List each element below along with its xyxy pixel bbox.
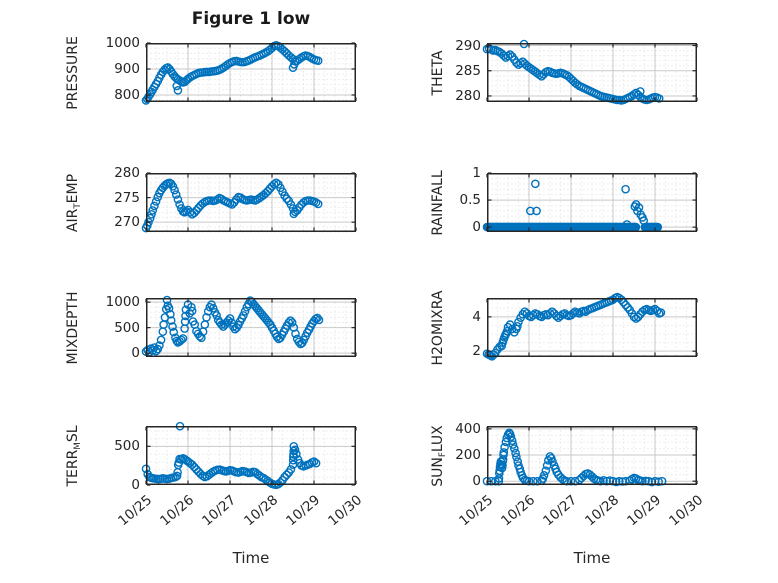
tick-marks: [145, 42, 357, 101]
plot-area-rainfall: [482, 172, 698, 232]
x-tick-label: 10/30: [325, 492, 366, 530]
axes-frame: [487, 43, 697, 102]
plot-area-sunflux: [482, 426, 698, 487]
data-markers: [482, 39, 664, 105]
plot-area-theta: [482, 39, 698, 105]
tick-marks: [486, 44, 698, 101]
y-tick-label: 0: [131, 477, 140, 493]
axes-frame: [146, 298, 356, 357]
data-markers: [141, 178, 323, 233]
y-tick-label: 500: [114, 319, 140, 336]
y-tick-label: 285: [455, 62, 481, 79]
x-tick-label: 10/25: [115, 492, 156, 530]
y-tick-label: 280: [455, 87, 481, 104]
x-tick-label: 10/29: [283, 492, 324, 530]
x-tick-label: 10/27: [199, 492, 240, 530]
plot-area-h2omixra: [482, 292, 698, 361]
subplot-airtemp: AIRTEMP 270 275 280: [65, 166, 357, 233]
plot-area-mixdepth: [141, 295, 357, 357]
y-tick-label: 800: [114, 86, 140, 103]
figure-title: Figure 1 low: [191, 9, 311, 29]
y-tick-label: 500: [114, 438, 140, 455]
x-axis-label: Time: [232, 549, 270, 567]
x-axis-label: Time: [573, 549, 611, 567]
data-markers: [141, 295, 324, 357]
y-tick-label: 1000: [105, 294, 140, 311]
plot-area-airtemp: [141, 172, 357, 233]
y-tick-label: 4: [472, 308, 481, 325]
major-grid: [487, 298, 697, 357]
y-tick-label: 275: [114, 189, 140, 206]
y-tick-label: 1: [472, 165, 481, 181]
plot-area-terrmsl: [141, 421, 357, 490]
minor-grid: [487, 173, 697, 232]
x-tick-label: 10/27: [540, 492, 581, 530]
axes-frame: [487, 173, 697, 232]
tick-marks: [486, 427, 698, 484]
minor-grid: [146, 43, 356, 102]
plot-area-pressure: [141, 41, 357, 105]
x-tick-label: 10/26: [498, 492, 539, 530]
y-tick-label: 400: [455, 420, 481, 437]
tick-marks: [145, 427, 357, 486]
subplot-theta: THETA 280 285 290: [430, 39, 698, 105]
data-markers: [141, 421, 321, 490]
tick-marks: [145, 172, 357, 231]
tick-marks: [145, 299, 357, 356]
major-grid: [146, 43, 356, 102]
data-markers: [482, 428, 667, 487]
tick-marks: [486, 172, 698, 231]
subplot-sunflux: SUNFLUX Time 0 200 400 10/25 10/26 10/27 10/28…: [429, 420, 707, 567]
minor-grid: [487, 43, 697, 102]
y-tick-label: 0: [472, 473, 481, 490]
axes-frame: [146, 426, 356, 485]
y-tick-label: 0: [131, 345, 140, 362]
y-tick-label: 270: [114, 214, 140, 231]
major-grid: [146, 426, 356, 485]
y-tick-label: 900: [114, 60, 140, 77]
y-tick-label: 2: [472, 343, 481, 360]
y-tick-label: 0.5: [459, 192, 481, 209]
x-tick-label: 10/25: [456, 492, 497, 530]
subplot-pressure: PRESSURE 800 900 1000: [65, 36, 357, 109]
y-tick-label: 0: [472, 219, 481, 236]
x-tick-label: 10/30: [666, 492, 707, 530]
y-tick-label: 200: [455, 447, 481, 464]
axes-frame: [146, 173, 356, 232]
x-tick-label: 10/29: [624, 492, 665, 530]
x-tick-label: 10/28: [582, 492, 623, 530]
x-tick-label: 10/28: [241, 492, 282, 530]
y-tick-label: 280: [114, 165, 140, 181]
y-tick-label: 1000: [105, 35, 140, 51]
y-tick-label: 290: [455, 37, 481, 54]
axes-frame: [487, 298, 697, 357]
subplot-terrmsl: TERRMSL Time 0 500 10/25 10/26 10/27 10/28 10/…: [65, 421, 365, 567]
subplot-rainfall: RAINFALL 0 0.5 1: [430, 166, 698, 235]
subplot-mixdepth: MIXDEPTH 0 500 1000: [65, 291, 357, 364]
data-markers: [482, 292, 666, 361]
minor-grid: [487, 298, 697, 357]
x-tick-label: 10/26: [157, 492, 198, 530]
tick-marks: [486, 299, 698, 356]
data-markers: [141, 41, 323, 105]
axes-frame: [487, 426, 697, 485]
axes-frame: [146, 43, 356, 102]
